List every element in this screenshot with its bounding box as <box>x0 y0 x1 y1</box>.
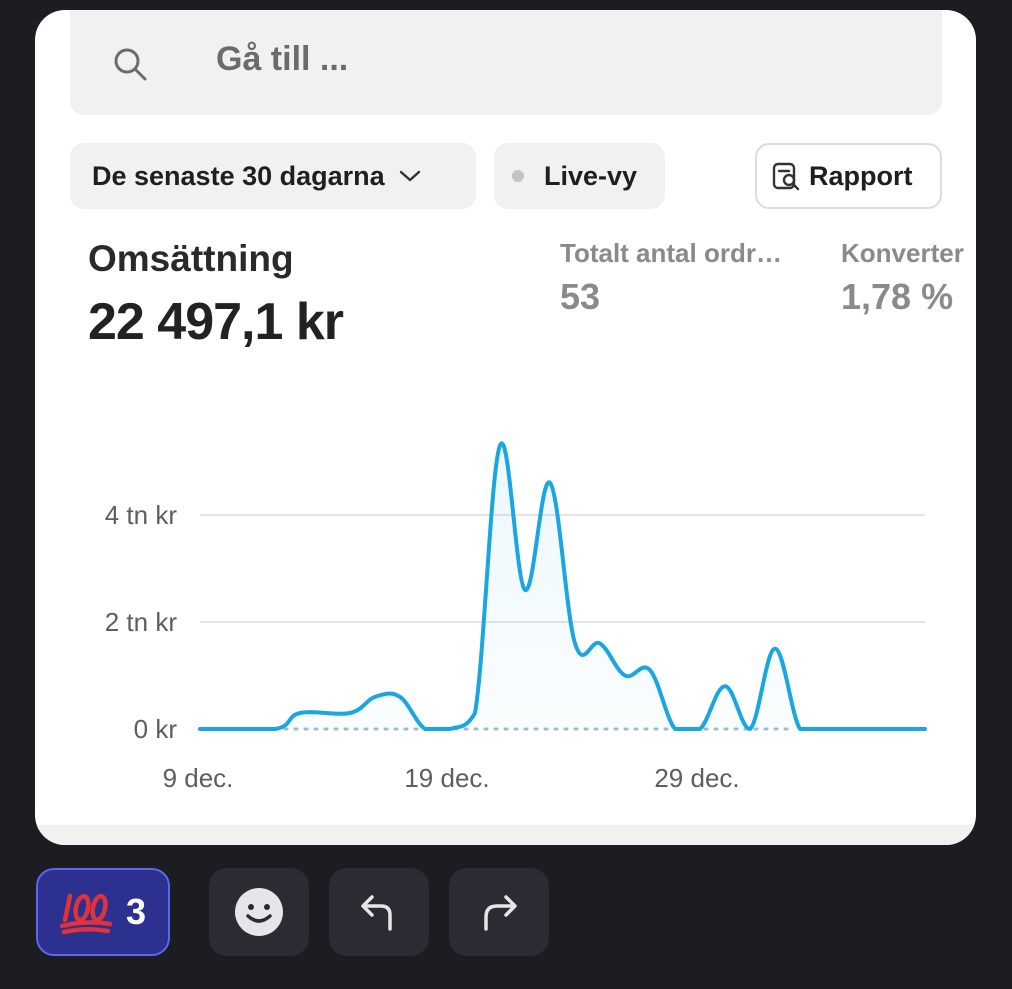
date-range-label: De senaste 30 dagarna <box>92 160 385 191</box>
orders-label[interactable]: Totalt antal ordr… <box>560 238 782 268</box>
revenue-chart: 4 tn kr 2 tn kr 0 kr 9 dec. 19 dec. 29 d… <box>105 441 927 793</box>
series-area <box>200 443 925 729</box>
series-line <box>198 441 927 732</box>
search-bar[interactable]: Gå till ... <box>70 10 942 115</box>
report-label: Rapport <box>809 160 913 191</box>
x-tick-label: 29 dec. <box>654 763 739 793</box>
y-tick-label: 2 tn kr <box>105 607 178 637</box>
hundred-emoji-icon <box>59 893 112 934</box>
forward-arrow-icon <box>484 895 517 931</box>
y-tick-label: 0 kr <box>134 714 178 744</box>
x-tick-label: 19 dec. <box>404 763 489 793</box>
analytics-card: Gå till ... De senaste 30 dagarna Live-v… <box>35 10 976 845</box>
forward-button[interactable] <box>449 868 549 956</box>
date-range-dropdown[interactable]: De senaste 30 dagarna <box>70 143 476 209</box>
search-icon <box>114 48 147 81</box>
orders-value: 53 <box>560 276 601 317</box>
card-footer-strip <box>35 825 976 845</box>
live-status-dot-icon <box>512 170 524 182</box>
revenue-value: 22 497,1 kr <box>88 293 344 351</box>
live-view-button[interactable]: Live-vy <box>494 143 665 209</box>
y-tick-label: 4 tn kr <box>105 500 178 530</box>
add-reaction-button[interactable] <box>209 868 309 956</box>
reply-arrow-icon <box>361 895 392 931</box>
reply-button[interactable] <box>329 868 429 956</box>
report-search-icon <box>772 162 800 191</box>
conversion-value: 1,78 % <box>841 276 954 317</box>
chevron-down-icon <box>399 170 420 182</box>
hundred-reaction-count: 3 <box>125 891 147 932</box>
search-input[interactable]: Gå till ... <box>216 40 349 78</box>
conversion-label[interactable]: Konverter <box>841 238 964 268</box>
report-button[interactable]: Rapport <box>755 143 942 209</box>
smiley-face-icon <box>235 888 283 936</box>
x-tick-label: 9 dec. <box>163 763 234 793</box>
revenue-label: Omsättning <box>88 238 294 279</box>
live-view-label: Live-vy <box>544 160 638 191</box>
hundred-reaction-button[interactable]: 3 <box>36 868 170 956</box>
